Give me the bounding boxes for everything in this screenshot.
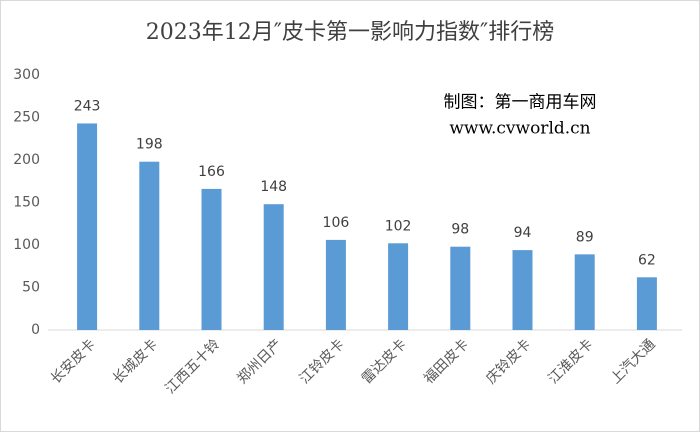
y-tick-label: 150 xyxy=(13,195,40,211)
bar xyxy=(388,243,409,330)
data-label: 106 xyxy=(323,215,350,231)
data-label: 102 xyxy=(385,218,412,234)
bar xyxy=(574,254,595,330)
bar xyxy=(139,161,160,330)
bar xyxy=(263,204,284,330)
bar xyxy=(77,123,98,330)
bar xyxy=(201,188,222,330)
data-label: 243 xyxy=(74,98,101,114)
data-label: 62 xyxy=(638,252,656,268)
annotation: 制图：第一商用车网 xyxy=(444,93,597,113)
annotation: www.cvworld.cn xyxy=(449,119,590,139)
chart-title: 2023年12月″皮卡第一影响力指数″排行榜 xyxy=(146,20,554,45)
data-label: 166 xyxy=(198,164,225,180)
y-tick-label: 200 xyxy=(13,152,40,168)
y-tick-label: 50 xyxy=(22,280,40,296)
bar xyxy=(636,277,657,330)
bar xyxy=(450,246,471,330)
data-label: 98 xyxy=(451,222,469,238)
data-label: 148 xyxy=(260,179,287,195)
bar xyxy=(325,239,346,330)
data-label: 89 xyxy=(576,229,594,245)
data-label: 94 xyxy=(514,225,532,241)
bar xyxy=(512,250,533,330)
data-label: 198 xyxy=(136,137,163,153)
y-tick-label: 0 xyxy=(31,322,40,338)
y-tick-label: 100 xyxy=(13,237,40,253)
y-tick-label: 300 xyxy=(13,67,40,83)
y-tick-label: 250 xyxy=(13,110,40,126)
